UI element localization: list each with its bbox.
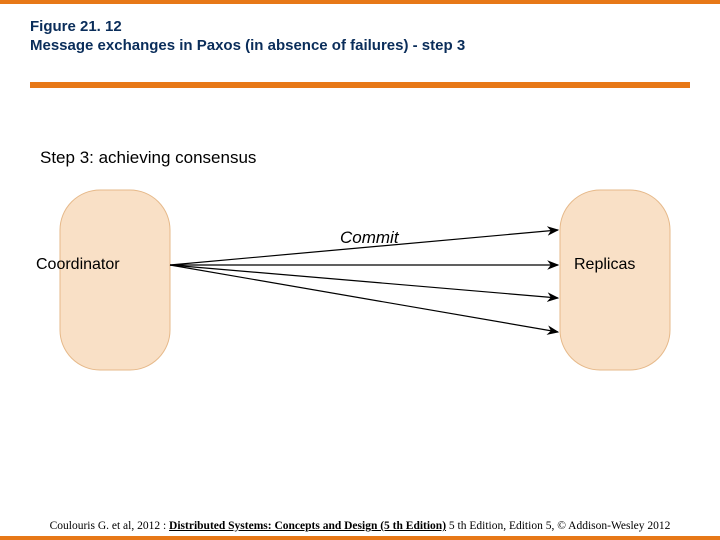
figure-number: Figure 21. 12	[30, 18, 690, 35]
citation-book: Distributed Systems: Concepts and Design…	[169, 520, 446, 532]
node-label-replicas: Replicas	[574, 256, 635, 274]
bottom-accent-bar	[0, 536, 720, 540]
title-underline	[30, 82, 690, 88]
edge-2	[170, 265, 558, 298]
step-label: Step 3: achieving consensus	[40, 148, 256, 168]
citation: Coulouris G. et al, 2012 : Distributed S…	[0, 520, 720, 532]
top-accent-bar	[0, 0, 720, 4]
edge-3	[170, 265, 558, 332]
citation-prefix: Coulouris G. et al, 2012 :	[50, 520, 169, 532]
citation-suffix: 5 th Edition, Edition 5, © Addison-Wesle…	[446, 520, 670, 532]
node-replicas	[560, 190, 670, 370]
edge-label-commit: Commit	[340, 228, 399, 248]
node-coord	[60, 190, 170, 370]
figure-title: Message exchanges in Paxos (in absence o…	[30, 37, 690, 54]
figure-header: Figure 21. 12 Message exchanges in Paxos…	[30, 18, 690, 54]
node-label-coord: Coordinator	[36, 256, 120, 274]
